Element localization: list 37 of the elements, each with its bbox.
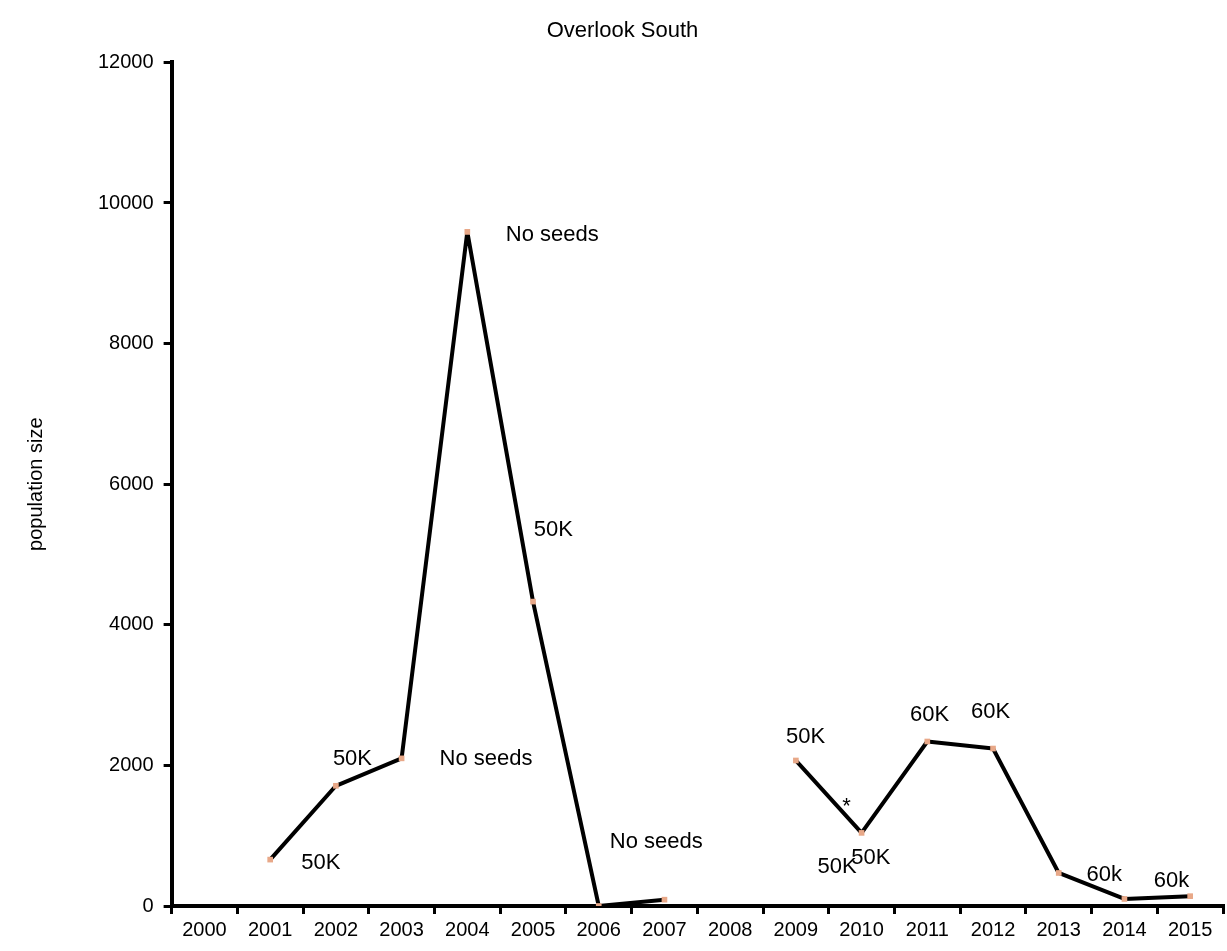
x-tick-label: 2011 xyxy=(905,917,949,940)
annotation: 50K xyxy=(332,745,373,771)
annotation: 50K xyxy=(533,515,574,541)
annotation: 50K xyxy=(786,723,826,749)
y-tick-label: 8000 xyxy=(109,331,154,354)
y-tick-label: 0 xyxy=(142,893,154,916)
y-tick-label: 10000 xyxy=(97,190,154,213)
y-tick-label: 12000 xyxy=(97,49,154,72)
annotation: 60k xyxy=(1153,866,1191,892)
x-tick-label: 2002 xyxy=(313,917,359,940)
chart-title: Overlook South xyxy=(546,17,699,43)
x-tick-label: 2001 xyxy=(247,917,293,940)
y-axis-title: population size xyxy=(23,417,46,551)
annotation: * xyxy=(842,793,852,819)
x-tick-label: 2015 xyxy=(1167,917,1213,940)
x-tick-label: 2014 xyxy=(1102,917,1147,940)
annotation: 50K xyxy=(301,849,341,875)
x-tick-label: 2006 xyxy=(576,917,621,940)
x-tick-label: 2013 xyxy=(1036,917,1081,940)
x-tick-label: 2007 xyxy=(642,917,687,940)
annotation: 60k xyxy=(1086,860,1123,886)
annotation: No seeds xyxy=(609,827,703,853)
y-tick-label: 6000 xyxy=(109,471,154,494)
x-tick-label: 2000 xyxy=(182,917,227,940)
x-tick-label: 2009 xyxy=(773,917,819,940)
annotation: No seeds xyxy=(505,221,599,247)
x-tick-label: 2010 xyxy=(839,917,884,940)
x-tick-label: 2003 xyxy=(379,917,424,940)
x-tick-label: 2012 xyxy=(970,917,1016,940)
y-tick-label: 4000 xyxy=(109,612,154,635)
annotation: 60K xyxy=(971,698,1011,724)
x-tick-label: 2008 xyxy=(707,917,753,940)
annotation: No seeds xyxy=(439,745,533,771)
y-tick-label: 2000 xyxy=(109,752,154,775)
x-tick-label: 2005 xyxy=(510,917,556,940)
x-tick-label: 2004 xyxy=(445,917,490,940)
annotation: 60K xyxy=(910,701,950,727)
